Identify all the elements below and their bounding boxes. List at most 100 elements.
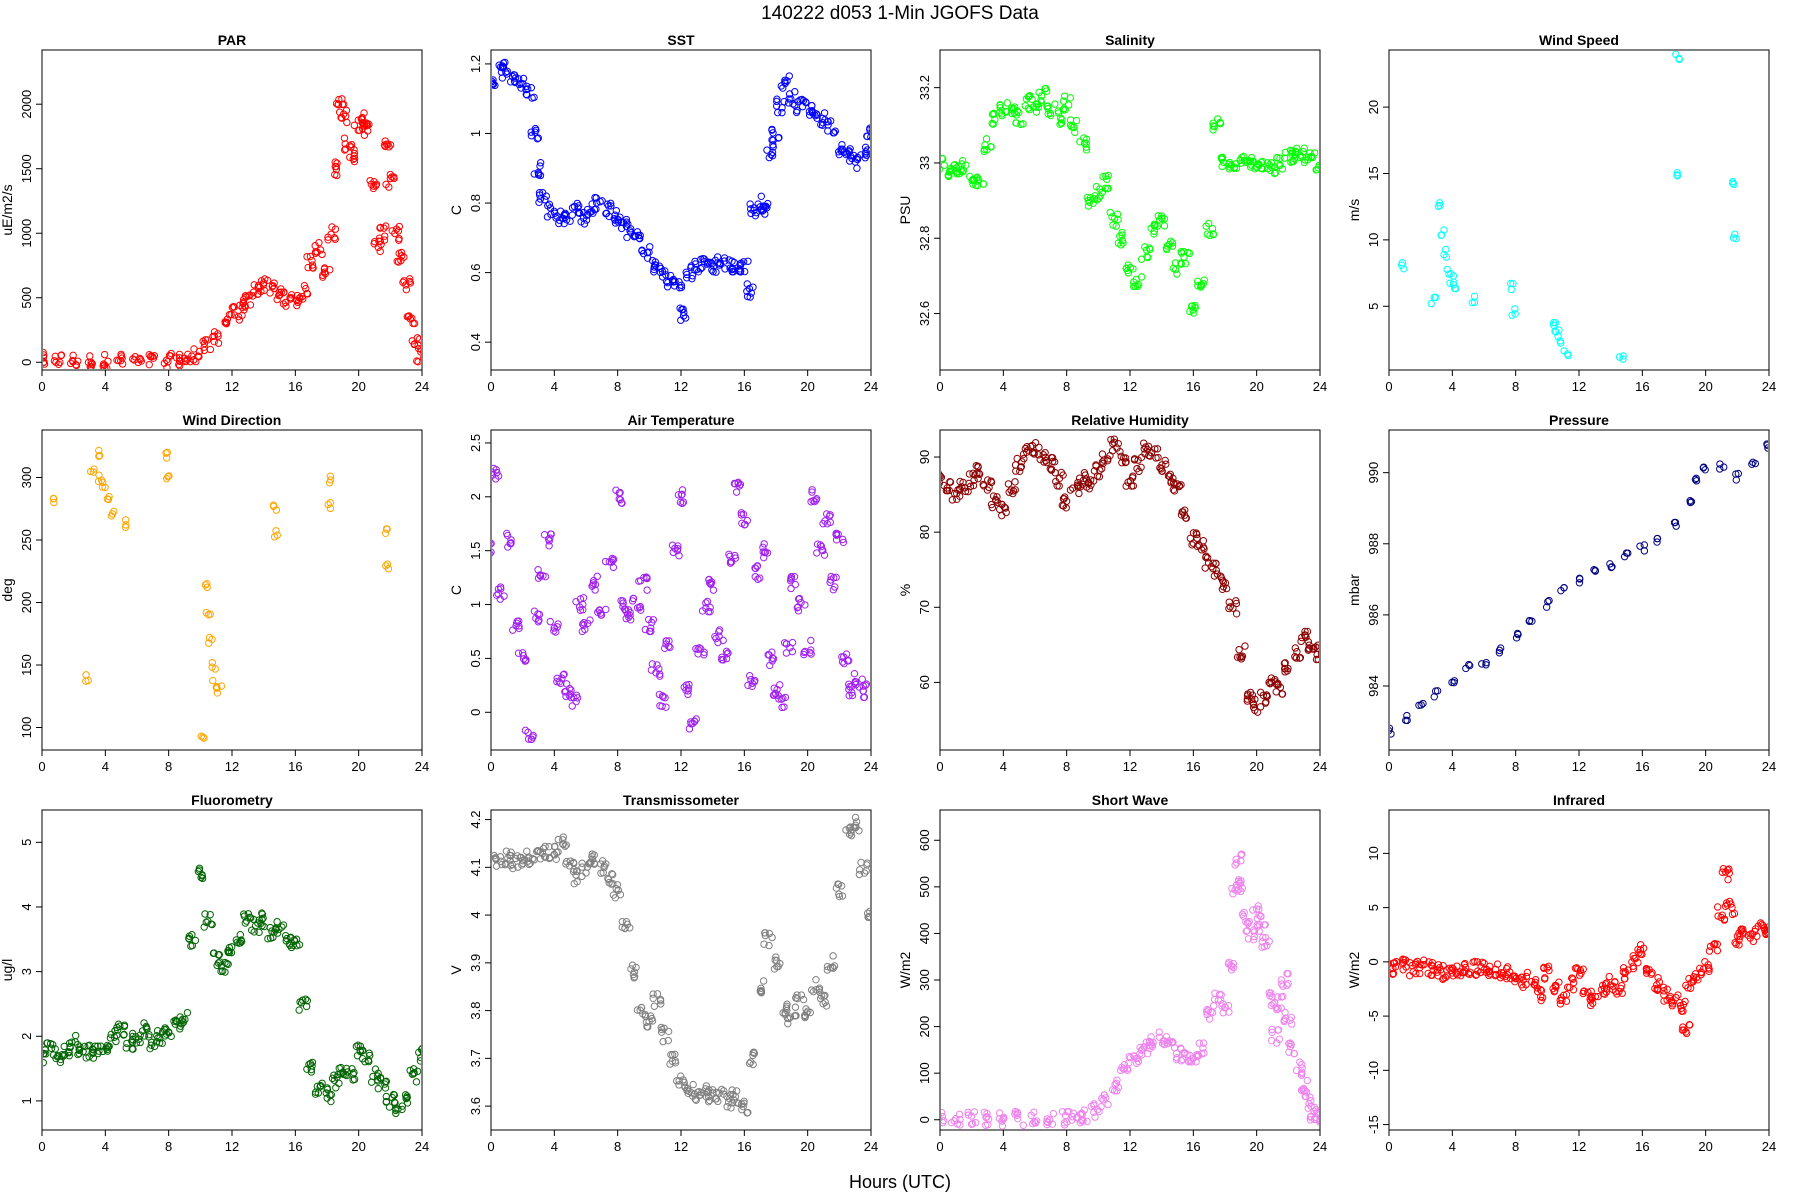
data-point [591, 586, 599, 594]
data-point [386, 174, 395, 183]
data-point [414, 341, 421, 350]
data-point [852, 823, 860, 832]
data-point [855, 870, 864, 879]
data-point [1283, 969, 1291, 978]
data-point [721, 265, 729, 273]
data-point [1286, 1039, 1294, 1047]
data-point [1177, 247, 1185, 256]
data-point [588, 850, 596, 858]
data-point [1272, 168, 1280, 177]
data-point [583, 619, 592, 628]
data-point [200, 346, 208, 355]
data-point [649, 994, 657, 1002]
x-tick-label: 24 [1313, 379, 1327, 394]
data-point [1013, 1114, 1022, 1123]
data-point [872, 915, 878, 921]
data-point [1549, 318, 1558, 327]
data-point [1267, 159, 1276, 167]
data-point [36, 351, 42, 357]
data-point [1653, 534, 1662, 543]
data-point [530, 170, 538, 178]
x-tick-label: 24 [1762, 759, 1776, 774]
data-point [702, 1082, 711, 1090]
data-point [1122, 264, 1131, 273]
data-point [629, 594, 637, 603]
data-point [1471, 957, 1479, 966]
x-tick-label: 4 [102, 759, 109, 774]
data-point [554, 848, 562, 856]
data-point [704, 607, 713, 616]
data-point [553, 678, 561, 686]
x-tick-label: 16 [1635, 759, 1649, 774]
data-point [43, 351, 48, 359]
data-point [410, 340, 419, 348]
data-point [1134, 1054, 1142, 1063]
data-point [326, 472, 335, 480]
x-tick-label: 12 [1572, 1139, 1586, 1154]
data-point [1035, 443, 1043, 452]
y-tick-label: 60 [917, 675, 932, 689]
data-point [302, 284, 310, 293]
y-tick-label: 400 [917, 923, 932, 945]
data-point [662, 637, 670, 645]
data-point [84, 358, 93, 367]
data-point [704, 1092, 713, 1101]
data-point [820, 551, 829, 559]
data-point [1209, 122, 1218, 130]
data-point [507, 848, 515, 856]
data-point [120, 1022, 129, 1031]
data-point [829, 585, 838, 594]
data-point [1312, 1113, 1319, 1121]
y-tick-label: 250 [19, 529, 34, 551]
data-point [1021, 102, 1029, 110]
data-point [649, 616, 658, 624]
data-point [1210, 995, 1219, 1004]
data-point [998, 1122, 1007, 1129]
data-point [867, 133, 870, 141]
y-tick-label: 4.2 [468, 811, 483, 829]
data-point [967, 1120, 976, 1128]
data-point [1506, 279, 1515, 288]
data-point [484, 857, 490, 863]
x-tick-label: 24 [415, 379, 429, 394]
data-point [287, 291, 296, 299]
data-point [773, 97, 781, 106]
data-point [1416, 969, 1424, 978]
data-point [1427, 299, 1435, 308]
data-point [732, 488, 741, 496]
data-point [623, 233, 631, 242]
data-point [1113, 1076, 1121, 1084]
data-point [1460, 960, 1468, 969]
x-tick-label: 12 [674, 1139, 688, 1154]
data-point [1032, 108, 1041, 116]
data-point [787, 584, 795, 593]
x-tick-label: 12 [1123, 1139, 1137, 1154]
data-point [1041, 448, 1049, 457]
data-point [598, 197, 606, 205]
data-point [753, 562, 762, 570]
data-point [519, 651, 528, 660]
data-point [181, 357, 190, 366]
y-tick-label: 1 [19, 1097, 34, 1104]
data-point [1672, 522, 1680, 530]
data-point [1673, 172, 1682, 180]
data-point [988, 119, 996, 128]
data-point [743, 292, 752, 301]
data-point [748, 682, 756, 691]
data-point [657, 1000, 665, 1008]
data-point [372, 181, 380, 190]
data-point [1274, 679, 1282, 688]
data-point [987, 143, 995, 151]
data-point [1209, 1002, 1218, 1010]
data-point [398, 1102, 407, 1110]
data-point [1012, 467, 1020, 475]
data-point [395, 249, 403, 258]
data-point [858, 675, 866, 683]
data-point [616, 488, 624, 497]
data-point [374, 1069, 382, 1078]
data-point [1290, 1049, 1299, 1058]
data-point [1232, 599, 1241, 608]
data-point [1101, 184, 1109, 193]
data-point [89, 1049, 97, 1057]
